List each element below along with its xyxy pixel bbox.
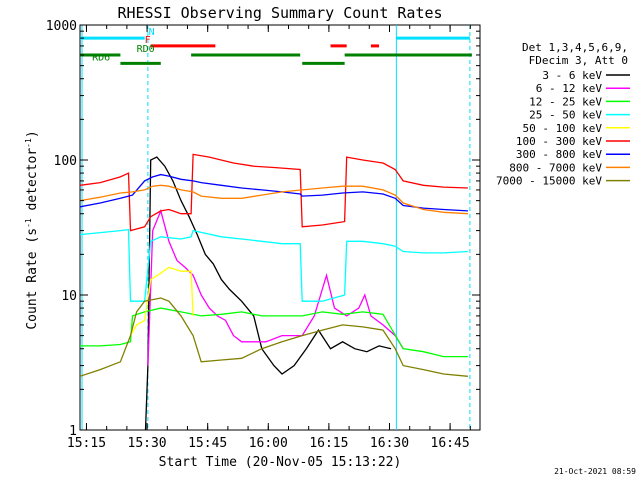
timestamp: 21-Oct-2021 08:59 bbox=[554, 467, 636, 476]
x-axis-label: Start Time (20-Nov-05 15:13:22) bbox=[159, 455, 402, 470]
x-tick-label: 16:15 bbox=[309, 436, 348, 451]
series-line-7 bbox=[80, 184, 468, 215]
legend: Det 1,3,4,5,6,9,FDecim 3, Att 0 3 - 6 keV… bbox=[496, 41, 630, 188]
y-tick-label: 1000 bbox=[46, 19, 77, 34]
chart-title: RHESSI Observing Summary Count Rates bbox=[117, 4, 442, 22]
legend-entry-label: 50 - 100 keV bbox=[523, 122, 603, 135]
state-bar-label: RD6 bbox=[92, 52, 110, 63]
y-axis-label: Count Rate (s-1 detector-1) bbox=[24, 130, 40, 329]
y-tick-label: 10 bbox=[61, 289, 77, 304]
x-tick-label: 16:45 bbox=[431, 436, 470, 451]
legend-entry-label: 3 - 6 keV bbox=[542, 69, 602, 82]
x-tick-label: 15:30 bbox=[128, 436, 167, 451]
y-tick-label: 100 bbox=[54, 154, 77, 169]
y-tick-label: 1 bbox=[69, 424, 77, 439]
legend-entry-label: 25 - 50 keV bbox=[529, 109, 602, 122]
series-line-8 bbox=[80, 297, 468, 377]
plot-frame bbox=[79, 24, 481, 431]
x-tick-label: 16:30 bbox=[370, 436, 409, 451]
legend-entry-label: 100 - 300 keV bbox=[516, 135, 602, 148]
axes: 15:15 15:30 15:45 16:00 16:15 16:30 16:45 1000 1… bbox=[46, 19, 480, 451]
state-bar-label: N bbox=[149, 27, 155, 38]
series-line-4 bbox=[129, 266, 194, 336]
series-line-6 bbox=[80, 173, 468, 212]
legend-entry-label: 300 - 800 keV bbox=[516, 148, 602, 161]
x-tick-label: 15:15 bbox=[67, 436, 106, 451]
x-tick-label: 15:45 bbox=[188, 436, 227, 451]
state-bar-label: RD0 bbox=[137, 44, 155, 55]
legend-entry-label: 800 - 7000 keV bbox=[509, 161, 602, 174]
legend-entry-label: 12 - 25 keV bbox=[529, 95, 602, 108]
series-line-3 bbox=[80, 228, 468, 302]
series-line-2 bbox=[80, 307, 468, 358]
legend-header: Det 1,3,4,5,6,9, bbox=[522, 41, 628, 54]
series-line-0 bbox=[144, 156, 392, 430]
legend-entry-label: 6 - 12 keV bbox=[536, 82, 603, 95]
x-tick-label: 16:00 bbox=[249, 436, 288, 451]
series-line-1 bbox=[147, 208, 404, 366]
legend-header: FDecim 3, Att 0 bbox=[529, 54, 628, 67]
series-line-5 bbox=[80, 153, 468, 232]
state-bar-label: F bbox=[145, 35, 151, 46]
legend-entry-label: 7000 - 15000 keV bbox=[496, 175, 602, 188]
